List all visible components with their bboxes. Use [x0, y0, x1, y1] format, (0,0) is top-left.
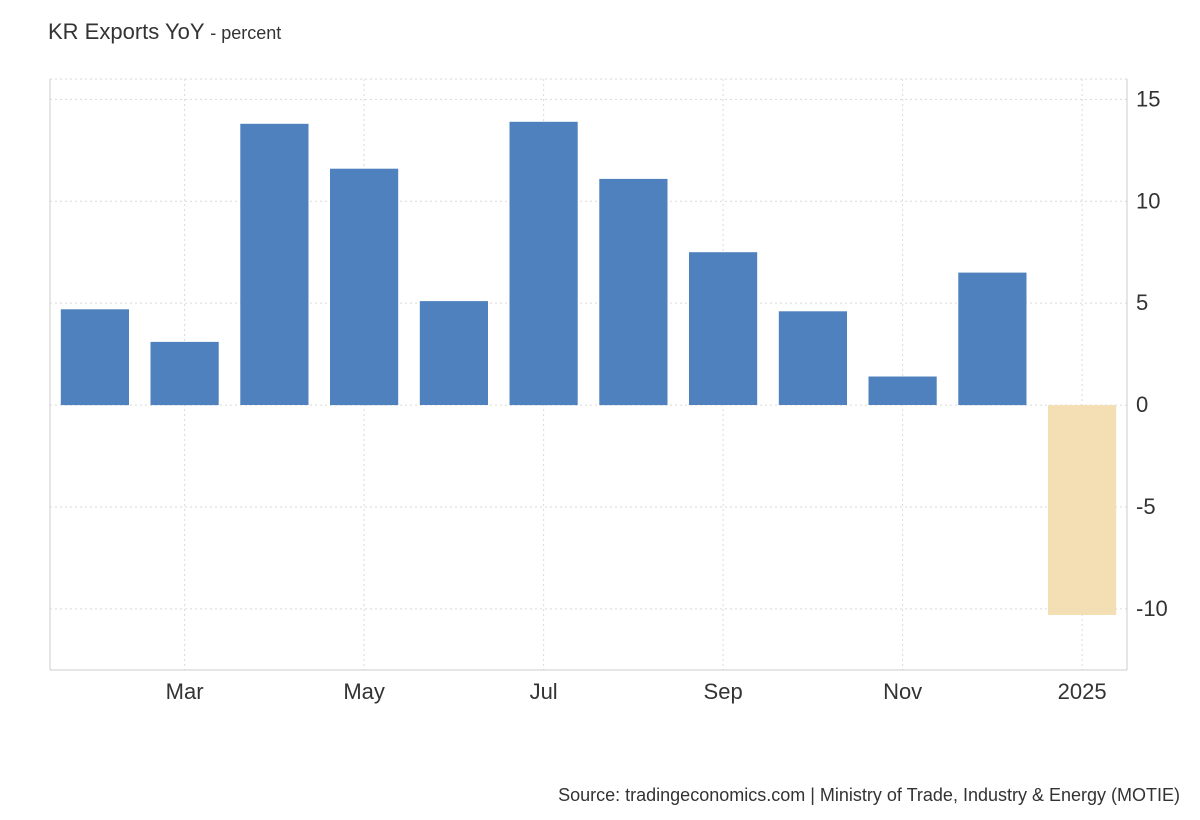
bar-dec: [958, 272, 1027, 406]
bar-mar: [150, 341, 219, 406]
y-tick-label: 5: [1136, 290, 1148, 315]
y-tick-label: 15: [1136, 86, 1160, 111]
x-tick-label: May: [343, 679, 385, 704]
bar-nov: [868, 376, 937, 405]
bar-aug: [599, 178, 668, 406]
x-tick-label: Jul: [530, 679, 558, 704]
x-tick-label: Nov: [883, 679, 922, 704]
x-tick-label: Mar: [166, 679, 204, 704]
bar-may: [330, 168, 399, 406]
bar-apr: [240, 123, 309, 406]
source-note: Source: tradingeconomics.com | Ministry …: [558, 785, 1180, 805]
y-tick-label: -10: [1136, 596, 1168, 621]
chart-title-main: KR Exports YoY: [48, 19, 205, 44]
x-tick-label: Sep: [704, 679, 743, 704]
bar-jul: [509, 121, 578, 406]
y-tick-label: -5: [1136, 494, 1156, 519]
y-tick-label: 0: [1136, 392, 1148, 417]
bar-oct: [778, 311, 847, 405]
x-tick-label: 2025: [1058, 679, 1107, 704]
bar-2025: [1048, 405, 1117, 615]
chart-title-unit: - percent: [210, 23, 282, 43]
bar-sep: [689, 252, 758, 405]
y-tick-label: 10: [1136, 188, 1160, 213]
bar-jun: [419, 301, 488, 405]
bar-feb: [60, 309, 129, 406]
chart-title: KR Exports YoY - percent: [48, 19, 281, 45]
